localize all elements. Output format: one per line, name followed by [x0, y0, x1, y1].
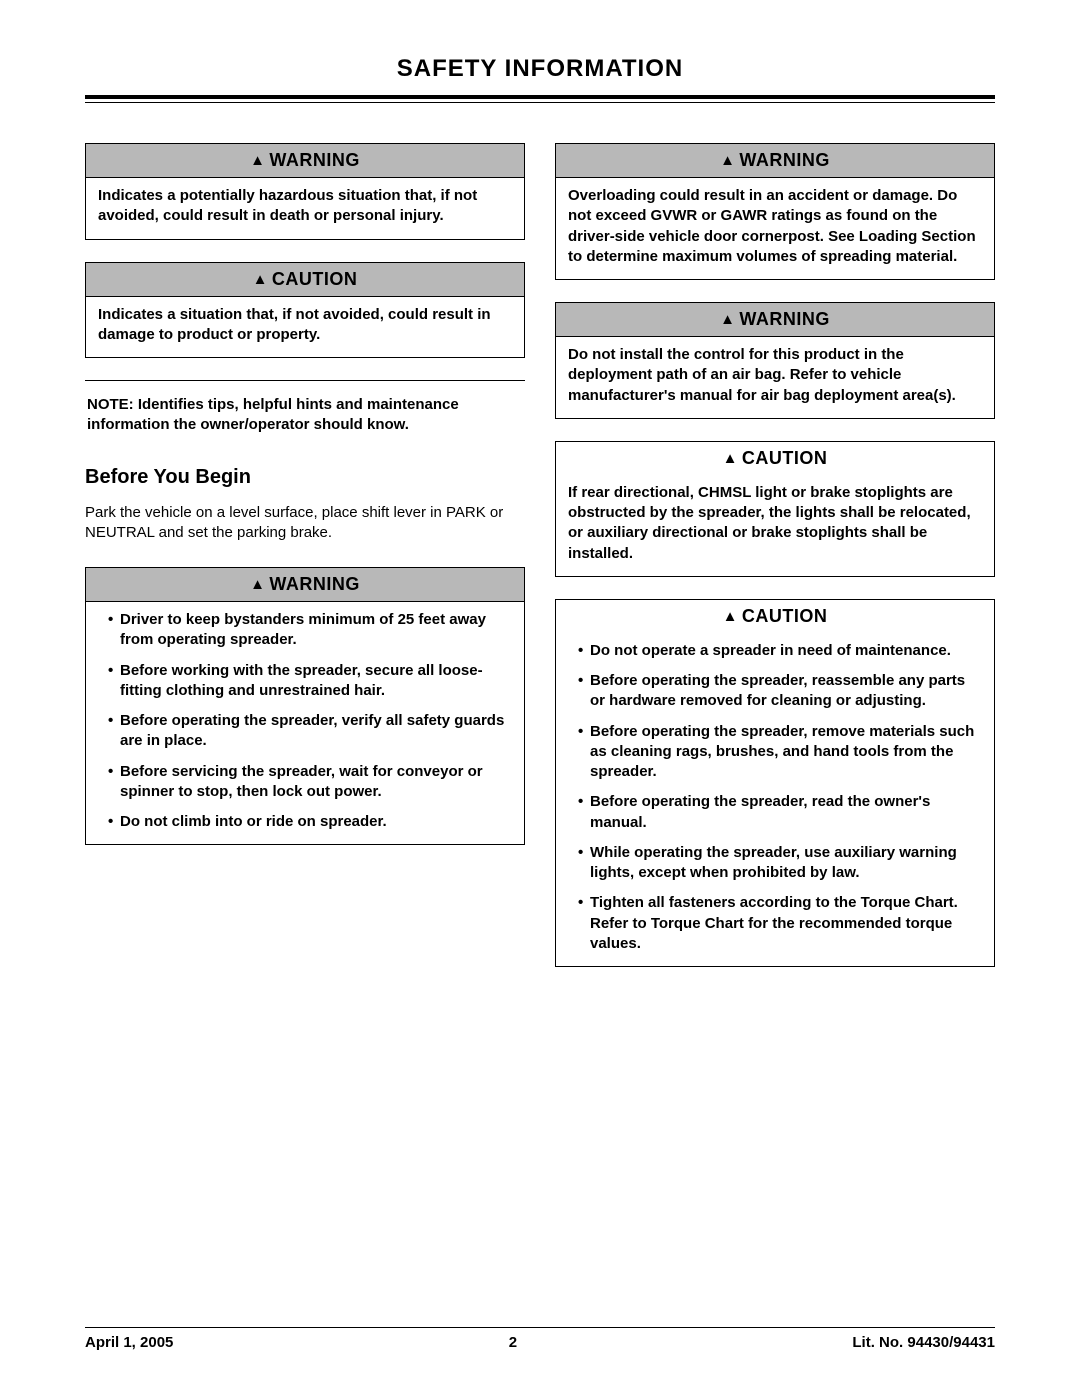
warning-box-3: ▲WARNING Overloading could result in an …: [555, 143, 995, 280]
warning-icon: ▲: [720, 311, 735, 328]
list-item: While operating the spreader, use auxili…: [578, 843, 982, 884]
footer-rule: [85, 1327, 995, 1328]
warning-header: ▲WARNING: [86, 144, 524, 178]
caution-list: Do not operate a spreader in need of mai…: [568, 641, 982, 954]
caution-box-3: ▲CAUTION Do not operate a spreader in ne…: [555, 599, 995, 967]
caution-body: Indicates a situation that, if not avoid…: [86, 297, 524, 358]
warning-header: ▲WARNING: [556, 144, 994, 178]
list-item: Tighten all fasteners according to the T…: [578, 893, 982, 954]
warning-icon: ▲: [250, 152, 265, 169]
title-rule: [85, 95, 995, 103]
warning-body: Do not install the control for this prod…: [556, 337, 994, 418]
warning-list: Driver to keep bystanders minimum of 25 …: [98, 610, 512, 832]
caution-label: CAUTION: [742, 448, 828, 468]
page: SAFETY INFORMATION ▲WARNING Indicates a …: [0, 0, 1080, 989]
list-item: Driver to keep bystanders minimum of 25 …: [108, 610, 512, 651]
right-column: ▲WARNING Overloading could result in an …: [555, 143, 995, 989]
before-you-begin-heading: Before You Begin: [85, 466, 525, 489]
warning-label: WARNING: [269, 150, 360, 170]
divider: [85, 380, 525, 381]
before-you-begin-text: Park the vehicle on a level surface, pla…: [85, 503, 525, 544]
warning-header: ▲WARNING: [556, 303, 994, 337]
warning-box-2: ▲WARNING Driver to keep bystanders minim…: [85, 567, 525, 845]
warning-label: WARNING: [739, 309, 830, 329]
columns: ▲WARNING Indicates a potentially hazardo…: [85, 143, 995, 989]
caution-box-2: ▲CAUTION If rear directional, CHMSL ligh…: [555, 441, 995, 577]
warning-icon: ▲: [720, 152, 735, 169]
caution-header: ▲CAUTION: [86, 263, 524, 297]
footer-row: April 1, 2005 2 Lit. No. 94430/94431: [85, 1334, 995, 1351]
warning-icon: ▲: [723, 450, 738, 467]
list-item: Do not operate a spreader in need of mai…: [578, 641, 982, 661]
list-item: Before servicing the spreader, wait for …: [108, 762, 512, 803]
list-item: Do not climb into or ride on spreader.: [108, 812, 512, 832]
footer-page: 2: [509, 1334, 517, 1351]
list-item: Before operating the spreader, verify al…: [108, 711, 512, 752]
caution-header: ▲CAUTION: [556, 442, 994, 475]
footer-date: April 1, 2005: [85, 1334, 173, 1351]
page-title: SAFETY INFORMATION: [85, 55, 995, 83]
caution-header: ▲CAUTION: [556, 600, 994, 633]
warning-icon: ▲: [723, 608, 738, 625]
warning-icon: ▲: [250, 576, 265, 593]
caution-label: CAUTION: [272, 269, 358, 289]
warning-body: Driver to keep bystanders minimum of 25 …: [86, 602, 524, 844]
caution-box-1: ▲CAUTION Indicates a situation that, if …: [85, 262, 525, 359]
warning-body: Indicates a potentially hazardous situat…: [86, 178, 524, 239]
list-item: Before operating the spreader, remove ma…: [578, 722, 982, 783]
list-item: Before working with the spreader, secure…: [108, 661, 512, 702]
caution-label: CAUTION: [742, 606, 828, 626]
warning-box-1: ▲WARNING Indicates a potentially hazardo…: [85, 143, 525, 240]
warning-icon: ▲: [253, 271, 268, 288]
list-item: Before operating the spreader, read the …: [578, 792, 982, 833]
footer-lit: Lit. No. 94430/94431: [852, 1334, 995, 1351]
caution-body: If rear directional, CHMSL light or brak…: [556, 475, 994, 576]
list-item: Before operating the spreader, reassembl…: [578, 671, 982, 712]
note-text: NOTE: Identifies tips, helpful hints and…: [85, 395, 525, 436]
warning-body: Overloading could result in an accident …: [556, 178, 994, 279]
left-column: ▲WARNING Indicates a potentially hazardo…: [85, 143, 525, 989]
warning-header: ▲WARNING: [86, 568, 524, 602]
warning-label: WARNING: [269, 574, 360, 594]
footer: April 1, 2005 2 Lit. No. 94430/94431: [85, 1327, 995, 1351]
caution-body: Do not operate a spreader in need of mai…: [556, 633, 994, 966]
warning-box-4: ▲WARNING Do not install the control for …: [555, 302, 995, 419]
warning-label: WARNING: [739, 150, 830, 170]
